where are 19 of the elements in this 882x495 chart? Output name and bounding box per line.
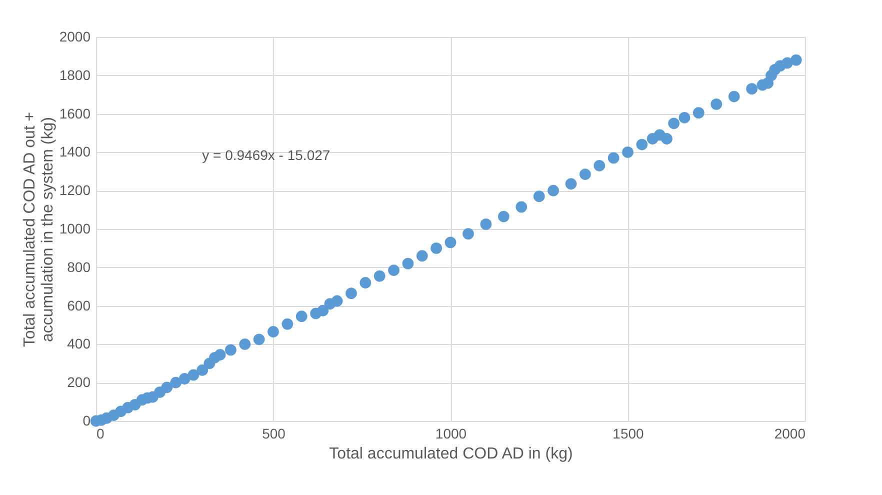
x-tick-label: 1500: [612, 426, 644, 442]
y-tick-label: 800: [67, 258, 91, 275]
x-axis-title: Total accumulated COD AD in (kg): [329, 446, 573, 462]
y-tick-label: 2000: [59, 28, 91, 44]
y-axis-title: Total accumulated COD AD out + accumulation in the system (kg): [21, 112, 56, 348]
y-tick-label: 1800: [59, 66, 91, 83]
y-tick-label: 200: [67, 374, 91, 390]
y-tick-label: 1400: [59, 144, 91, 160]
y-tick-label: 400: [67, 336, 91, 352]
x-tick-label: 1000: [435, 426, 467, 442]
annotation: y = 0.9469x - 15.027: [202, 147, 330, 164]
x-tick-label: 0: [96, 426, 104, 442]
y-tick-label: 1000: [59, 220, 91, 236]
y-tick-label: 600: [67, 297, 91, 314]
y-tick-label: 1600: [59, 105, 91, 122]
x-tick-label: 2000: [774, 426, 806, 442]
y-tick-label: 0: [82, 412, 91, 428]
y-tick-label: 1200: [59, 182, 91, 198]
x-tick-label: 500: [262, 426, 286, 442]
